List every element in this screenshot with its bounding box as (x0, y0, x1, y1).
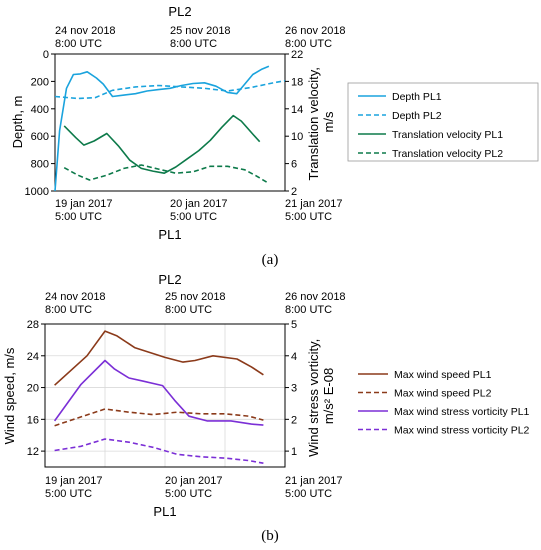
panel-a: PL2 24 nov 2018 8:00 UTC 25 nov 2018 8:0… (10, 4, 539, 268)
plot-area-frame (44, 323, 286, 468)
right-axis-label-line2: m/s² E-08 (321, 368, 336, 424)
axis-ticks: 0 200 400 600 800 1000 2 6 10 14 18 22 (25, 49, 304, 198)
right-axis-label: Translation velocity, m/s (306, 63, 336, 180)
bottom-tick-label: 21 jan 2017 (285, 198, 343, 210)
legend: Max wind speed PL1 Max wind speed PL2 Max … (358, 369, 530, 437)
panel-b: PL2 24 nov 2018 8:00 UTC 25 nov 2018 8:0… (2, 272, 530, 544)
series-lines (54, 65, 286, 192)
legend-label: Max wind speed PL2 (394, 388, 492, 400)
left-tick-label: 0 (43, 49, 49, 61)
right-tick-label: 5 (291, 319, 297, 331)
left-tick-label: 800 (31, 159, 49, 171)
left-tick-label: 1000 (25, 186, 49, 198)
top-tick-label: 25 nov 2018 (170, 25, 231, 37)
right-axis-label-line1: Translation velocity, (306, 67, 321, 180)
right-axis-label-line2: m/s (321, 111, 336, 132)
series-line (54, 79, 286, 100)
left-tick-label: 20 (27, 383, 39, 395)
bottom-axis-label: PL1 (158, 227, 181, 242)
top-tick-label: 24 nov 2018 (55, 25, 116, 37)
right-axis-label: Wind stress vorticity, m/s² E-08 (306, 335, 336, 457)
bottom-tick-label: 5:00 UTC (55, 211, 102, 223)
plot-area-frame (54, 53, 286, 192)
legend: Depth PL1 Depth PL2 Translation velocity P… (358, 91, 503, 160)
right-tick-label: 2 (291, 186, 297, 198)
top-tick-label: 25 nov 2018 (165, 291, 226, 303)
left-tick-label: 600 (31, 131, 49, 143)
series-line (54, 330, 264, 386)
panel-caption: (a) (262, 252, 279, 268)
left-axis-label: Wind speed, m/s (2, 347, 17, 444)
right-tick-label: 10 (291, 131, 303, 143)
top-tick-label: 8:00 UTC (285, 304, 332, 316)
left-tick-label: 16 (27, 414, 39, 426)
bottom-axis-label: PL1 (153, 504, 176, 519)
left-tick-label: 400 (31, 104, 49, 116)
legend-label: Translation velocity PL1 (392, 129, 503, 141)
left-tick-label: 24 (27, 351, 39, 363)
series-line (63, 114, 261, 174)
legend-label: Max wind stress vorticity PL1 (394, 406, 530, 418)
top-tick-label: 8:00 UTC (165, 304, 212, 316)
left-tick-label: 12 (27, 446, 39, 458)
top-axis-label: PL2 (168, 4, 191, 19)
left-tick-label: 28 (27, 319, 39, 331)
bottom-tick-label: 5:00 UTC (165, 488, 212, 500)
series-lines (53, 330, 264, 464)
bottom-tick-label: 19 jan 2017 (55, 198, 113, 210)
bottom-tick-label: 5:00 UTC (170, 211, 217, 223)
bottom-tick-label: 5:00 UTC (285, 211, 332, 223)
right-tick-label: 4 (291, 351, 297, 363)
right-tick-label: 14 (291, 104, 303, 116)
series-line (54, 438, 264, 464)
top-tick-label: 8:00 UTC (170, 38, 217, 50)
panel-caption: (b) (261, 528, 279, 544)
bottom-tick-label: 19 jan 2017 (45, 475, 103, 487)
bottom-tick-label: 20 jan 2017 (170, 198, 228, 210)
left-tick-label: 200 (31, 76, 49, 88)
legend-label: Depth PL2 (392, 110, 442, 122)
series-line (54, 65, 270, 192)
top-tick-label: 26 nov 2018 (285, 291, 346, 303)
right-tick-label: 1 (291, 446, 297, 458)
bottom-tick-label: 5:00 UTC (285, 488, 332, 500)
top-tick-label: 24 nov 2018 (45, 291, 106, 303)
series-line (63, 164, 269, 184)
series-line (53, 359, 264, 426)
top-tick-label: 8:00 UTC (55, 38, 102, 50)
legend-label: Max wind speed PL1 (394, 369, 492, 381)
right-tick-label: 6 (291, 159, 297, 171)
legend-label: Translation velocity PL2 (392, 148, 503, 160)
top-axis-label: PL2 (158, 272, 181, 287)
right-tick-label: 18 (291, 76, 303, 88)
legend-label: Max wind stress vorticity PL2 (394, 425, 530, 437)
series-line (54, 408, 264, 427)
right-tick-label: 2 (291, 414, 297, 426)
top-tick-label: 8:00 UTC (285, 38, 332, 50)
left-axis-label: Depth, m (10, 96, 25, 149)
bottom-tick-label: 20 jan 2017 (165, 475, 223, 487)
top-tick-label: 26 nov 2018 (285, 25, 346, 37)
legend-label: Depth PL1 (392, 91, 442, 103)
right-tick-label: 3 (291, 383, 297, 395)
bottom-tick-label: 5:00 UTC (45, 488, 92, 500)
right-tick-label: 22 (291, 49, 303, 61)
top-tick-label: 8:00 UTC (45, 304, 92, 316)
right-axis-label-line1: Wind stress vorticity, (306, 339, 321, 457)
bottom-tick-label: 21 jan 2017 (285, 475, 343, 487)
